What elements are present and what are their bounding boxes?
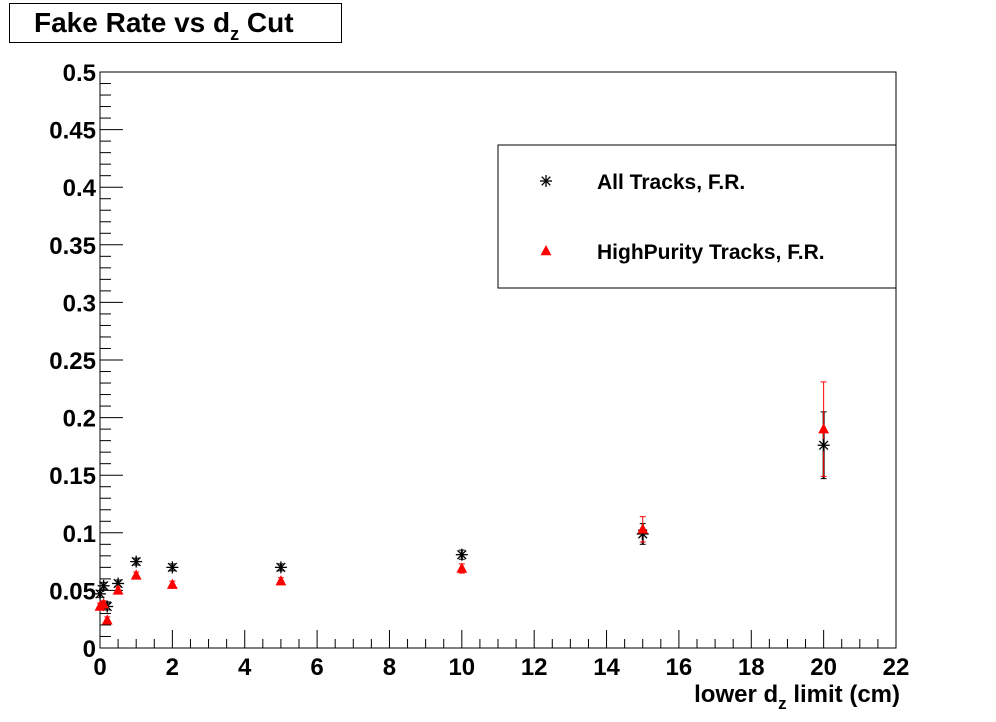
data-point-all-tracks <box>166 561 179 574</box>
data-point-all-tracks <box>455 548 468 561</box>
x-axis-title-sub: z <box>778 694 787 713</box>
y-tick-label: 0.25 <box>49 348 96 375</box>
y-tick-label: 0.35 <box>49 233 96 260</box>
star-marker-stroke <box>131 556 141 567</box>
triangle-marker <box>166 578 178 589</box>
y-tick-label: 0.4 <box>63 175 97 202</box>
x-tick-label: 16 <box>666 654 693 681</box>
star-marker-stroke <box>98 581 109 591</box>
x-tick-label: 22 <box>883 654 910 681</box>
star-marker-stroke <box>541 176 551 186</box>
legend-box <box>497 144 897 289</box>
y-tick-label: 0.1 <box>63 521 96 548</box>
y-tick-label: 0.05 <box>49 578 96 605</box>
star-marker-stroke <box>167 562 178 573</box>
title-box: Fake Rate vs dz Cut <box>9 3 342 45</box>
x-axis-title: lower dz limit (cm) <box>694 681 900 713</box>
data-point-highpurity <box>456 562 468 573</box>
triangle-marker <box>112 584 124 595</box>
legend: All Tracks, F.R. HighPurity Tracks, F.R. <box>540 171 825 264</box>
triangle-marker <box>540 245 552 256</box>
legend-label: HighPurity Tracks, F.R. <box>597 241 825 264</box>
star-marker-stroke <box>457 549 467 560</box>
x-tick-label: 10 <box>448 654 475 681</box>
triangle-marker <box>818 423 830 434</box>
star-marker-stroke <box>818 440 829 451</box>
chart-title-sub: z <box>230 24 240 44</box>
x-tick-label: 2 <box>166 654 179 681</box>
y-tick-label: 0.3 <box>63 290 96 317</box>
legend-entry: All Tracks, F.R. <box>540 171 745 194</box>
chart-title: Fake Rate vs dz Cut <box>34 7 294 45</box>
triangle-marker <box>130 569 142 580</box>
star-marker-stroke <box>276 562 286 573</box>
data-point-highpurity <box>101 614 113 625</box>
x-axis-title-main: lower d <box>694 681 778 708</box>
data-point-highpurity <box>112 584 124 595</box>
x-tick-label: 14 <box>593 654 620 681</box>
error-bars <box>97 381 827 625</box>
star-marker-stroke <box>113 578 123 589</box>
triangle-marker <box>101 614 113 625</box>
x-tick-label: 0 <box>93 654 106 681</box>
x-tick-label: 12 <box>521 654 548 681</box>
x-tick-label: 8 <box>383 654 396 681</box>
data-point-highpurity <box>166 578 178 589</box>
triangle-marker <box>98 598 110 609</box>
data-point-highpurity <box>98 598 110 609</box>
data-point-all-tracks <box>817 439 830 452</box>
data-point-all-tracks <box>274 561 287 574</box>
data-point-highpurity <box>275 575 287 586</box>
y-tick-label: 0 <box>83 636 96 663</box>
data-markers <box>94 423 830 625</box>
x-tick-label: 20 <box>810 654 837 681</box>
x-tick-label: 18 <box>738 654 765 681</box>
triangle-marker <box>456 562 468 573</box>
star-marker-stroke <box>95 589 105 599</box>
triangle-marker <box>275 575 287 586</box>
x-axis-title-group: lower dz limit (cm) <box>694 681 900 713</box>
x-tick-label: 6 <box>310 654 323 681</box>
y-tick-label: 0.5 <box>63 60 96 87</box>
legend-label: All Tracks, F.R. <box>597 171 745 194</box>
axes: 0 2 4 6 8 10 12 14 16 18 20 22 0 0.05 0.1 0.15 0.2 0.25 0.… <box>49 60 909 681</box>
y-tick-label: 0.2 <box>63 406 96 433</box>
triangle-marker <box>637 523 649 534</box>
chart-title-tail: Cut <box>239 7 294 38</box>
x-tick-label: 4 <box>238 654 252 681</box>
y-tick-label: 0.45 <box>49 118 96 145</box>
chart-title-main: Fake Rate vs d <box>34 7 231 38</box>
data-point-all-tracks <box>130 555 143 568</box>
data-point-highpurity <box>818 423 830 434</box>
x-axis-title-tail: limit (cm) <box>787 681 900 708</box>
data-point-highpurity <box>637 523 649 534</box>
data-point-highpurity <box>130 569 142 580</box>
data-point-all-tracks <box>97 579 110 592</box>
legend-entry: HighPurity Tracks, F.R. <box>540 241 825 264</box>
y-tick-label: 0.15 <box>49 463 96 490</box>
